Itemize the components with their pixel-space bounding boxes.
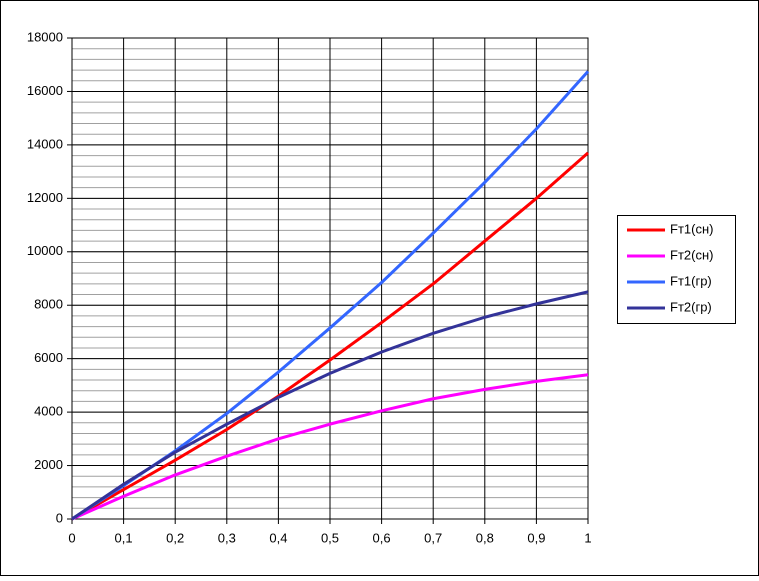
x-tick-label: 0 [68,530,75,545]
y-tick-label: 18000 [27,29,63,44]
legend-box [617,215,736,324]
x-tick-label: 0,3 [218,530,236,545]
x-tick-label: 0,7 [424,530,442,545]
x-tick-label: 0,9 [527,530,545,545]
x-tick-label: 0,1 [115,530,133,545]
x-tick-label: 0,8 [476,530,494,545]
y-tick-label: 12000 [27,190,63,205]
y-tick-label: 10000 [27,243,63,258]
y-tick-label: 16000 [27,83,63,98]
plot-border [71,37,589,520]
series-line [71,373,589,521]
legend-label: Fт1(сн) [670,221,713,236]
legend-label: Fт2(гр) [670,299,712,314]
x-tick-label: 0,6 [373,530,391,545]
y-tick-label: 8000 [34,297,63,312]
plot [71,70,590,521]
legend: Fт1(сн) Fт2(сн) Fт1(гр) Fт2(гр) [617,215,736,324]
legend-label: Fт1(гр) [670,273,712,288]
y-tick-label: 6000 [34,350,63,365]
y-tick-label: 2000 [34,457,63,472]
x-tick-label: 0,2 [166,530,184,545]
legend-label: Fт2(сн) [670,247,713,262]
x-tick-label: 1 [584,530,591,545]
y-tick-label: 0 [56,510,63,525]
series-line [71,290,589,521]
y-tick-label: 4000 [34,404,63,419]
x-tick-label: 0,5 [321,530,339,545]
x-tick-label: 0,4 [269,530,287,545]
y-tick-label: 14000 [27,136,63,151]
series-line [71,151,589,521]
